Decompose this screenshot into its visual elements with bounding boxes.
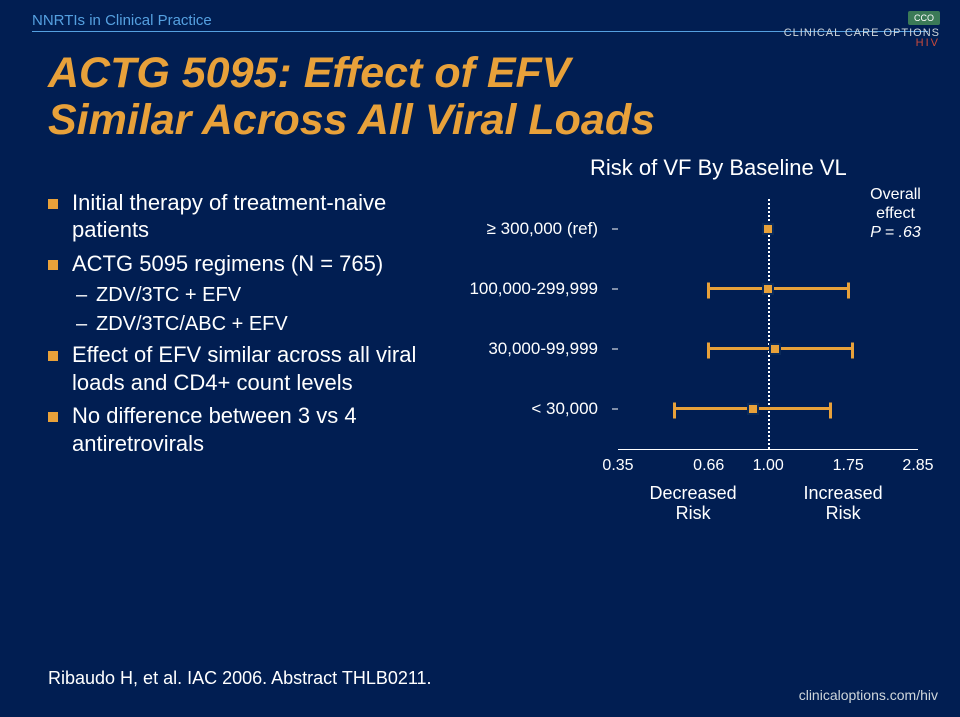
- ci-cap: [707, 342, 710, 358]
- row-tick: [612, 228, 618, 229]
- footer-link: clinicaloptions.com/hiv: [799, 687, 938, 703]
- reference-line: [768, 199, 770, 449]
- logo: CCO CLINICAL CARE OPTIONS HIV: [784, 8, 940, 49]
- bullet-2: ACTG 5095 regimens (N = 765): [48, 250, 468, 278]
- row-tick: [612, 408, 618, 409]
- row-tick: [612, 348, 618, 349]
- increased-risk-label: IncreasedRisk: [793, 483, 893, 524]
- ci-cap: [851, 342, 854, 358]
- citation: Ribaudo H, et al. IAC 2006. Abstract THL…: [48, 668, 432, 689]
- forest-row-label: ≥ 300,000 (ref): [487, 219, 598, 239]
- chart-title: Risk of VF By Baseline VL: [0, 155, 960, 181]
- x-tick-label: 2.85: [902, 457, 933, 475]
- x-axis: [618, 449, 918, 450]
- forest-row-label: < 30,000: [531, 399, 598, 419]
- x-tick-label: 1.00: [753, 457, 784, 475]
- forest-point: [769, 343, 781, 355]
- decreased-risk-label: DecreasedRisk: [643, 483, 743, 524]
- ci-line: [709, 287, 848, 290]
- forest-point: [762, 223, 774, 235]
- title-line-1: ACTG 5095: Effect of EFV: [48, 50, 928, 97]
- title-line-2: Similar Across All Viral Loads: [48, 97, 928, 144]
- forest-plot: 0.35 0.66 1.00 1.75 2.85 ≥ 300,000 (ref) 100,0…: [468, 189, 938, 549]
- ci-cap: [847, 282, 850, 298]
- bullet-1: Initial therapy of treatment-naive patie…: [48, 189, 468, 244]
- bullet-list: Initial therapy of treatment-naive patie…: [48, 189, 468, 549]
- row-tick: [612, 288, 618, 289]
- forest-point: [762, 283, 774, 295]
- bullet-3: Effect of EFV similar across all viral l…: [48, 341, 468, 396]
- logo-badge: CCO: [908, 11, 940, 25]
- ci-cap: [829, 402, 832, 418]
- x-tick-label: 1.75: [833, 457, 864, 475]
- forest-row-label: 30,000-99,999: [488, 339, 598, 359]
- x-tick-label: 0.66: [693, 457, 724, 475]
- ci-cap: [673, 402, 676, 418]
- ci-cap: [707, 282, 710, 298]
- forest-row-label: 100,000-299,999: [469, 279, 598, 299]
- overall-effect-p: P = .63: [870, 224, 921, 241]
- overall-effect-label: Overall effect P = .63: [853, 185, 938, 243]
- forest-point: [747, 403, 759, 415]
- x-tick-label: 0.35: [602, 457, 633, 475]
- bullet-2a: ZDV/3TC + EFV: [48, 283, 468, 308]
- slide-title: ACTG 5095: Effect of EFV Similar Across …: [0, 36, 960, 149]
- bullet-4: No difference between 3 vs 4 antiretrovi…: [48, 402, 468, 457]
- bullet-2b: ZDV/3TC/ABC + EFV: [48, 312, 468, 337]
- overall-effect-text: Overall effect: [870, 186, 921, 222]
